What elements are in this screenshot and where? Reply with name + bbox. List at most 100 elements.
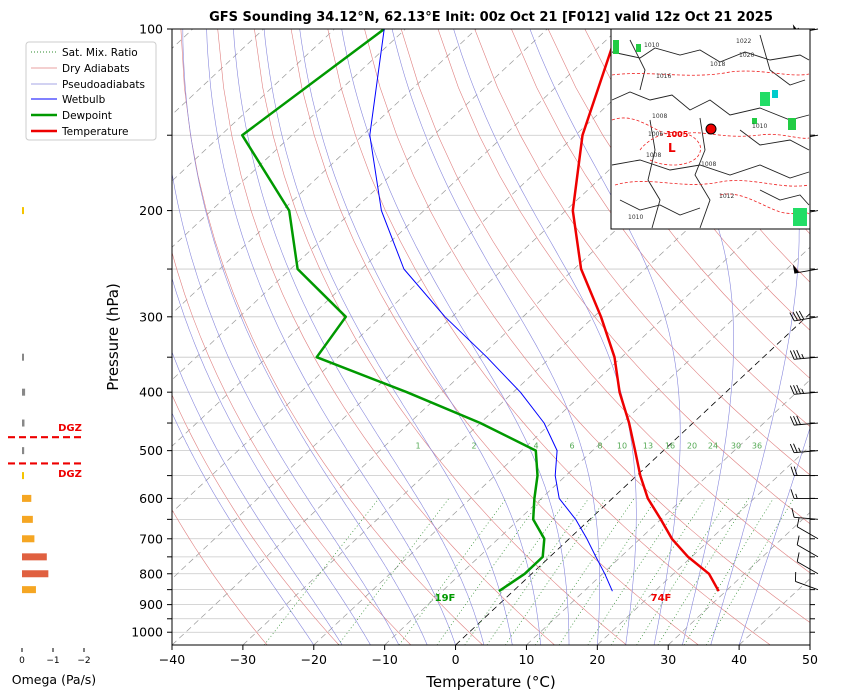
mixing-ratio-line	[610, 498, 706, 645]
mixing-ratio-line	[486, 498, 589, 645]
surface-dewpoint-label: 19F	[435, 593, 456, 604]
x-tick-label: 20	[589, 652, 605, 667]
dry-adiabat	[511, 29, 810, 427]
pseudoadiabat	[233, 29, 485, 645]
mixing-ratio-label: 6	[569, 442, 574, 451]
legend-label-pseudoadiabats: Pseudoadiabats	[62, 79, 145, 91]
wind-barb-feather	[793, 415, 798, 426]
y-tick-label: 200	[139, 203, 163, 218]
dewpoint-profile	[240, 29, 546, 593]
omega-bar	[22, 494, 32, 502]
dry-adiabat	[327, 29, 771, 645]
pseudoadiabat	[391, 29, 601, 645]
wind-barb	[789, 384, 819, 395]
dry-adiabat	[547, 29, 810, 379]
dry-adiabat	[400, 29, 810, 574]
wind-barb-staff	[794, 450, 819, 454]
wind-barb-feather	[789, 385, 795, 395]
omega-bar	[22, 472, 24, 480]
x-axis-ticks: −40 −30 −20 −10 0 10 20 30 40 50	[159, 645, 818, 667]
plot-frame	[171, 28, 811, 646]
dry-adiabat	[180, 29, 483, 645]
dry-adiabat	[437, 29, 810, 525]
mixing-ratio-label: 24	[708, 442, 718, 451]
x-tick-label: 0	[452, 652, 460, 667]
wind-barb-feather	[791, 507, 795, 518]
pseudoadiabat	[263, 29, 513, 645]
pseudoadiabat	[453, 29, 637, 645]
wind-barb-half-feather	[795, 493, 798, 499]
omega-bar	[22, 447, 25, 455]
dry-adiabat	[621, 29, 810, 283]
wind-barb-feather	[792, 311, 798, 321]
legend-label-dewpoint: Dewpoint	[62, 110, 112, 122]
omega-bar	[22, 515, 33, 523]
wind-barb	[796, 552, 819, 575]
wind-barb-flag	[792, 264, 800, 274]
inset-low-symbol: L	[668, 141, 676, 155]
y-tick-label: 900	[139, 597, 163, 612]
pseudoadiabat	[299, 29, 541, 645]
inset-isobar-label: 1010	[628, 214, 643, 221]
wind-barb-feather	[793, 385, 798, 395]
y-tick-label: 600	[139, 491, 163, 506]
mixing-ratio-label: 1	[415, 442, 420, 451]
mixing-ratio-label: 16	[665, 442, 675, 451]
wind-barb	[789, 415, 819, 426]
inset-isobar-label: 1008	[701, 161, 716, 168]
pseudoadiabat	[341, 29, 570, 645]
mixing-ratio-line	[505, 498, 607, 645]
wind-barb-staff	[794, 356, 819, 360]
mixing-ratio-line	[657, 498, 749, 645]
dry-adiabat	[172, 394, 340, 645]
pseudoadiabat	[172, 351, 343, 645]
pseudoadiabat	[206, 29, 456, 645]
pseudoadiabat	[182, 29, 428, 645]
wind-barb	[790, 466, 818, 477]
mixing-ratio-label: 8	[597, 442, 602, 451]
omega-bar	[22, 586, 36, 594]
x-tick-label: −20	[301, 652, 327, 667]
y-axis-label: Pressure (hPa)	[104, 283, 122, 391]
mixing-ratio-line	[683, 498, 774, 645]
y-tick-label: 300	[139, 309, 163, 324]
wind-barb-feather	[795, 311, 802, 321]
wind-barb-feather	[789, 416, 795, 426]
x-tick-label: 40	[731, 652, 747, 667]
inset-isobar-label: 1010	[644, 42, 659, 49]
isotherm-line	[526, 379, 810, 645]
wind-barb-half-feather	[801, 353, 805, 359]
wind-barb-feather	[790, 466, 795, 476]
sounding-profiles	[240, 29, 720, 593]
dgz-label-top: DGZ	[58, 423, 82, 434]
inset-isobar-label: 1018	[710, 61, 725, 68]
mixing-ratio-line	[398, 498, 507, 645]
x-tick-label: 10	[518, 652, 534, 667]
isotherm-line	[313, 180, 810, 645]
x-tick-label: 30	[660, 652, 676, 667]
wind-barb-staff	[796, 526, 819, 540]
wind-barb-feather	[789, 443, 795, 453]
isotherm-line	[667, 511, 810, 645]
wind-barb-staff	[794, 316, 819, 322]
omega-axis-label: Omega (Pa/s)	[12, 672, 96, 687]
x-tick-label: −10	[371, 652, 397, 667]
y-tick-label: 500	[139, 443, 163, 458]
y-tick-label: 700	[139, 531, 163, 546]
wetbulb-profile	[369, 29, 613, 592]
wind-barb-staff	[794, 391, 819, 395]
wind-barb-feather	[796, 349, 801, 359]
mixing-ratio-label: 10	[617, 442, 627, 451]
mixing-ratio-label: 2	[471, 442, 476, 451]
wind-barb-staff	[796, 561, 819, 575]
wind-barb-staff	[795, 581, 819, 591]
x-tick-label: −40	[159, 652, 185, 667]
pseudoadiabat	[625, 29, 734, 645]
zero-isotherm	[455, 313, 810, 645]
isotherm-line	[597, 445, 810, 645]
isotherm-line	[172, 29, 548, 381]
x-tick-label: 50	[802, 652, 818, 667]
pseudoadiabat	[529, 29, 681, 645]
dry-adiabat	[584, 29, 810, 331]
wind-barb	[796, 535, 819, 558]
